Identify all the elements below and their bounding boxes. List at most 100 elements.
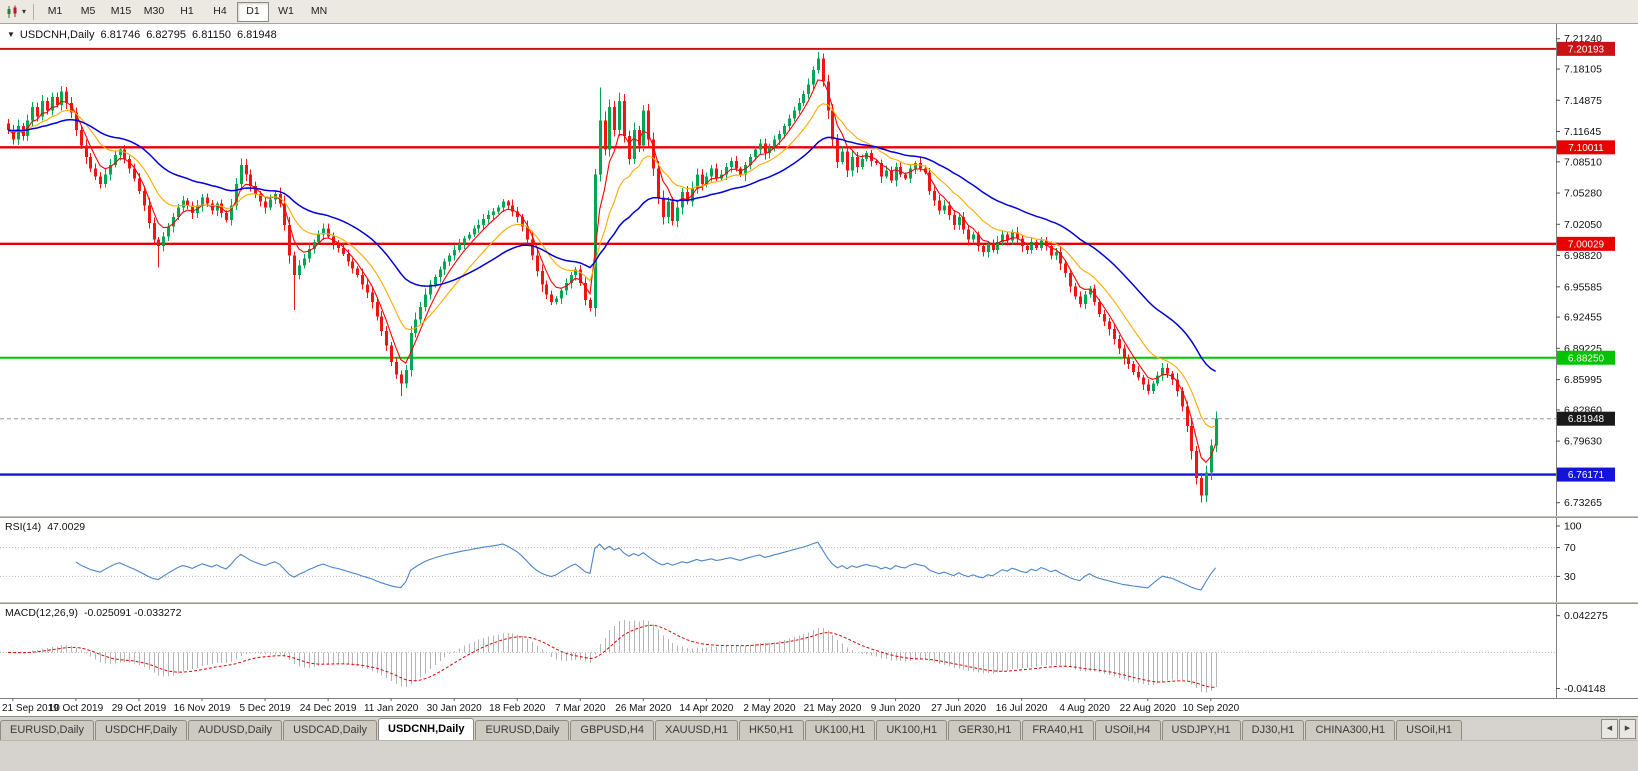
- ohlc-low: 6.81150: [192, 29, 231, 41]
- svg-text:30: 30: [1564, 571, 1576, 583]
- price-badge-7.20193: [1557, 41, 1615, 56]
- tab-usdjpy-h1-14[interactable]: USDJPY,H1: [1161, 720, 1241, 741]
- timeframe-button-d1[interactable]: D1: [237, 1, 270, 22]
- svg-text:0.042275: 0.042275: [1564, 610, 1608, 622]
- tab-gbpusd-h4-6[interactable]: GBPUSD,H4: [570, 720, 654, 741]
- rsi-panel-canvas[interactable]: 100 70 30: [0, 518, 1638, 602]
- time-axis-label: 29 Oct 2019: [112, 703, 167, 714]
- time-axis-label: 16 Nov 2019: [174, 703, 231, 714]
- ohlc-high: 6.82795: [146, 29, 187, 41]
- panel-splitter[interactable]: [0, 602, 1638, 604]
- svg-text:6.98820: 6.98820: [1564, 250, 1602, 262]
- time-axis-label: 10 Oct 2019: [49, 703, 104, 714]
- svg-text:7.05280: 7.05280: [1564, 188, 1602, 200]
- tab-scroll-left-button[interactable]: ◀: [1601, 719, 1618, 739]
- macd-name: MACD(12,26,9): [5, 607, 78, 619]
- tab-scroll-right-button[interactable]: ▶: [1619, 719, 1636, 739]
- tab-xauusd-h1-7[interactable]: XAUUSD,H1: [654, 720, 738, 741]
- time-axis-label: 7 Mar 2020: [555, 703, 606, 714]
- timeframe-button-h1[interactable]: H1: [180, 4, 194, 17]
- tab-eurusd-daily-0[interactable]: EURUSD,Daily: [0, 720, 94, 741]
- time-axis-label: 21 Sep 2019: [2, 703, 59, 714]
- time-axis-label: 21 May 2020: [804, 703, 862, 714]
- rsi-value: 47.0029: [47, 521, 86, 533]
- macd-panel-canvas[interactable]: 0.042275 -0.04148: [0, 604, 1638, 698]
- price-badge-6.76171: [1557, 467, 1615, 482]
- tab-uk100-h1-10[interactable]: UK100,H1: [876, 720, 948, 741]
- svg-text:6.85995: 6.85995: [1564, 374, 1602, 386]
- time-axis-label: 11 Jan 2020: [364, 703, 419, 714]
- tab-uk100-h1-9[interactable]: UK100,H1: [804, 720, 876, 741]
- time-axis-label: 9 Jun 2020: [871, 703, 921, 714]
- svg-text:6.76171: 6.76171: [1568, 470, 1605, 481]
- tab-usdchf-daily-1[interactable]: USDCHF,Daily: [94, 720, 188, 741]
- time-axis-label: 10 Sep 2020: [1182, 703, 1239, 714]
- status-bar: [0, 740, 1638, 771]
- price-badge-6.88250: [1557, 350, 1615, 365]
- chart-menu-icon[interactable]: ▼: [7, 30, 15, 39]
- timeframe-button-m1[interactable]: M1: [47, 4, 63, 17]
- ohlc-close: 6.81948: [236, 29, 277, 41]
- tab-hk50-h1-8[interactable]: HK50,H1: [738, 720, 804, 741]
- main-chart-canvas[interactable]: 7.212407.181057.148757.116457.085107.052…: [0, 24, 1638, 516]
- ohlc-open: 6.81746: [100, 29, 141, 41]
- svg-text:7.08510: 7.08510: [1564, 156, 1602, 168]
- ma-line-34: [7, 118, 1216, 373]
- tab-scroll-controls: ◀ ▶: [1599, 719, 1638, 739]
- panel-splitter[interactable]: [0, 516, 1638, 518]
- time-axis-label: 24 Dec 2019: [300, 703, 357, 714]
- dropdown-caret-icon[interactable]: ▾: [22, 7, 27, 16]
- svg-text:6.81948: 6.81948: [1568, 414, 1605, 425]
- timeframe-button-mn[interactable]: MN: [310, 4, 328, 17]
- tab-eurusd-daily-5[interactable]: EURUSD,Daily: [475, 720, 570, 741]
- macd-indicator-label: MACD(12,26,9) -0.025091 -0.033272: [5, 607, 181, 619]
- time-axis-label: 27 Jun 2020: [931, 703, 986, 714]
- chart-title: ▼ USDCNH,Daily 6.81746 6.82795 6.81150 6.8194…: [7, 29, 277, 41]
- timeframe-button-w1[interactable]: W1: [278, 4, 294, 17]
- time-axis-label: 18 Feb 2020: [489, 703, 546, 714]
- tab-china300-h1-16[interactable]: CHINA300,H1: [1305, 720, 1396, 741]
- timeframe-button-m15[interactable]: M15: [110, 4, 132, 17]
- tab-dj30-h1-15[interactable]: DJ30,H1: [1241, 720, 1305, 741]
- time-axis-label: 2 May 2020: [743, 703, 796, 714]
- price-badge-6.81948: [1557, 411, 1615, 426]
- time-axis-label: 5 Dec 2019: [239, 703, 291, 714]
- time-axis-label: 16 Jul 2020: [996, 703, 1048, 714]
- tab-ger30-h1-11[interactable]: GER30,H1: [948, 720, 1022, 741]
- rsi-name: RSI(14): [5, 521, 42, 533]
- tab-usdcad-daily-3[interactable]: USDCAD,Daily: [283, 720, 378, 741]
- time-axis-label: 14 Apr 2020: [679, 703, 733, 714]
- macd-signal-line: [7, 624, 1216, 688]
- svg-text:70: 70: [1564, 542, 1576, 554]
- chart-tool-icon[interactable]: [4, 3, 22, 21]
- tab-usdcnh-daily-4[interactable]: USDCNH,Daily: [378, 718, 475, 741]
- toolbar-separator: [33, 3, 35, 20]
- time-axis-label: 26 Mar 2020: [615, 703, 672, 714]
- svg-text:6.79630: 6.79630: [1564, 436, 1602, 448]
- svg-text:7.00029: 7.00029: [1568, 239, 1605, 250]
- timeframe-button-m5[interactable]: M5: [80, 4, 96, 17]
- ma-line-13: [7, 103, 1216, 428]
- svg-text:7.20193: 7.20193: [1568, 44, 1605, 55]
- tab-usoil-h1-17[interactable]: USOil,H1: [1396, 720, 1462, 741]
- price-badge-7.00029: [1557, 236, 1615, 251]
- macd-value: -0.025091 -0.033272: [83, 607, 182, 619]
- time-axis-label: 22 Aug 2020: [1120, 703, 1177, 714]
- tab-audusd-daily-2[interactable]: AUDUSD,Daily: [188, 720, 283, 741]
- svg-text:7.14875: 7.14875: [1564, 95, 1602, 107]
- svg-text:7.10011: 7.10011: [1568, 143, 1604, 154]
- timeframe-buttons-group: M1 M5 M15 M30 H1 H4 D1 W1 MN: [39, 1, 336, 22]
- tab-fra40-h1-12[interactable]: FRA40,H1: [1022, 720, 1094, 741]
- svg-text:7.11645: 7.11645: [1564, 126, 1601, 138]
- svg-text:7.18105: 7.18105: [1564, 64, 1602, 76]
- timeframe-button-h4[interactable]: H4: [213, 4, 227, 17]
- svg-text:6.73265: 6.73265: [1564, 497, 1602, 509]
- svg-text:-0.04148: -0.04148: [1564, 683, 1606, 695]
- tab-usoil-h4-13[interactable]: USOil,H4: [1094, 720, 1161, 741]
- svg-text:7.02050: 7.02050: [1564, 219, 1602, 231]
- svg-text:6.95585: 6.95585: [1564, 281, 1602, 293]
- timeframe-button-m30[interactable]: M30: [143, 4, 165, 17]
- svg-text:6.88250: 6.88250: [1568, 353, 1605, 364]
